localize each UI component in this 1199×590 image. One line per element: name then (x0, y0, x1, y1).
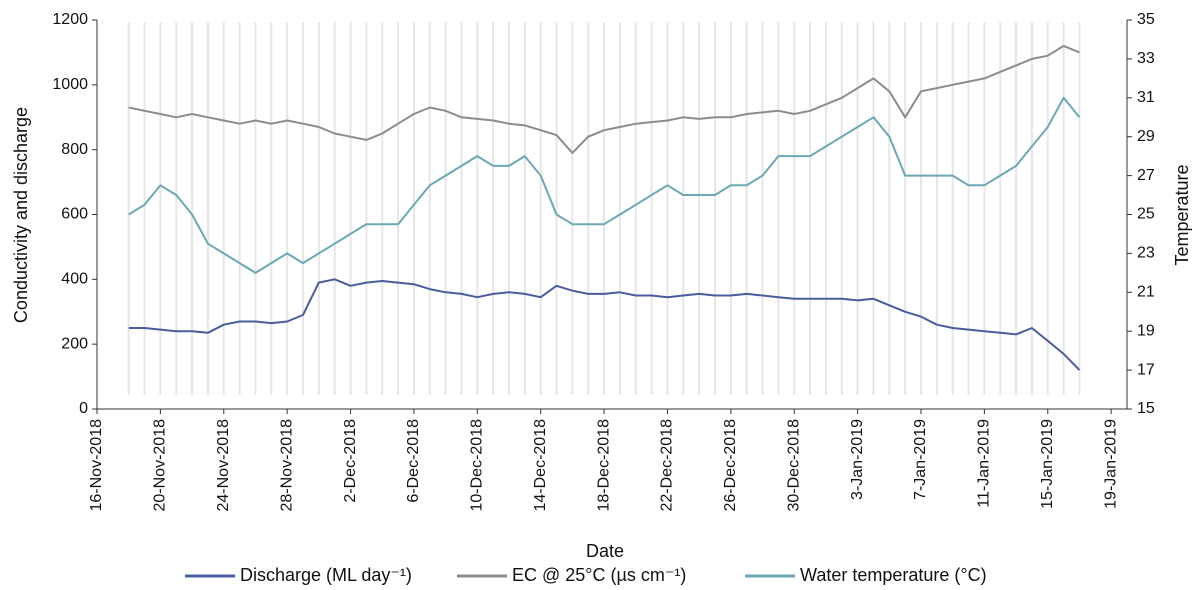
x-tick-label: 11-Jan-2019 (976, 419, 993, 508)
x-tick-label: 22-Dec-2018 (659, 419, 676, 512)
x-tick-label: 26-Dec-2018 (722, 419, 739, 512)
legend-label: Water temperature (°C) (800, 565, 987, 585)
y2-tick-label: 29 (1137, 128, 1155, 145)
y2-tick-label: 19 (1137, 322, 1155, 339)
y2-tick-label: 25 (1137, 206, 1155, 223)
x-tick-label: 24-Nov-2018 (215, 419, 232, 512)
y2-tick-label: 21 (1137, 284, 1155, 301)
y-tick-label: 1200 (52, 11, 88, 28)
legend-label: Discharge (ML day⁻¹) (240, 565, 412, 585)
x-tick-label: 20-Nov-2018 (152, 419, 169, 512)
y-tick-label: 200 (61, 335, 88, 352)
y-axis-title: Conductivity and discharge (11, 107, 31, 323)
series-line (128, 96, 1081, 274)
x-tick-label: 10-Dec-2018 (469, 419, 486, 512)
y2-tick-label: 33 (1137, 50, 1155, 67)
x-tick-label: 30-Dec-2018 (785, 419, 802, 512)
y2-tick-label: 15 (1137, 400, 1155, 417)
y-tick-label: 0 (79, 400, 88, 417)
x-tick-label: 19-Jan-2019 (1102, 419, 1119, 509)
series-line (128, 44, 1080, 154)
x-tick-label: 15-Jan-2019 (1039, 419, 1056, 509)
y2-tick-label: 31 (1137, 89, 1155, 106)
x-tick-label: 14-Dec-2018 (532, 419, 549, 512)
y-tick-label: 1000 (52, 76, 88, 93)
y2-tick-label: 35 (1137, 11, 1155, 28)
x-tick-label: 28-Nov-2018 (278, 419, 295, 512)
x-tick-label: 16-Nov-2018 (88, 419, 105, 512)
y2-tick-label: 27 (1137, 167, 1155, 184)
y-tick-label: 400 (61, 271, 88, 288)
x-axis-title: Date (586, 541, 624, 561)
x-tick-label: 3-Jan-2019 (849, 419, 866, 500)
y2-tick-label: 23 (1137, 245, 1155, 262)
x-tick-label: 2-Dec-2018 (342, 419, 359, 503)
x-tick-label: 18-Dec-2018 (595, 419, 612, 512)
legend-label: EC @ 25°C (µs cm⁻¹) (512, 565, 686, 585)
series-line (128, 278, 1081, 371)
x-tick-label: 6-Dec-2018 (405, 419, 422, 503)
x-tick-label: 7-Jan-2019 (912, 419, 929, 500)
y-tick-label: 600 (61, 206, 88, 223)
y-tick-label: 800 (61, 141, 88, 158)
y2-tick-label: 17 (1137, 361, 1155, 378)
y2-axis-title: Temperature (1172, 164, 1192, 265)
